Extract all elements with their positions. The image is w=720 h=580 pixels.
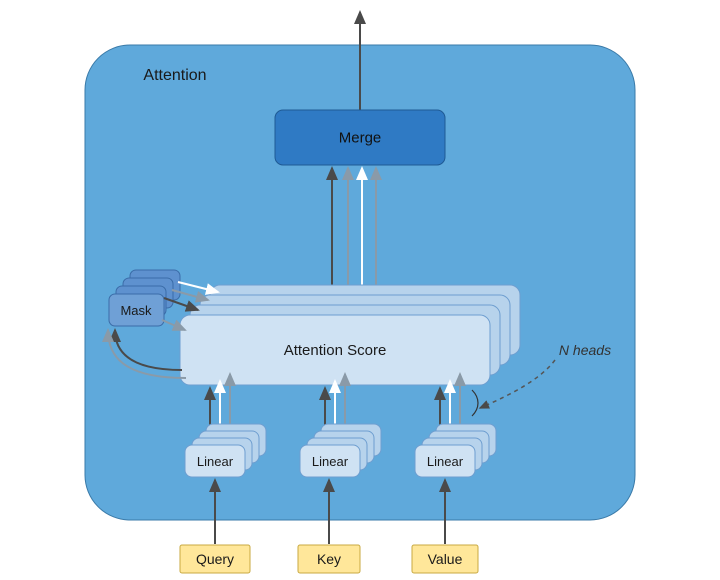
linear-label: Linear (197, 454, 234, 469)
attention-score-label: Attention Score (284, 342, 387, 359)
n-heads-label: N heads (559, 342, 611, 358)
linear-label: Linear (427, 454, 464, 469)
attention-diagram: Attention Merge Attention Score Mask Linear L… (0, 0, 720, 580)
merge-label: Merge (339, 130, 382, 147)
input-label: Value (428, 551, 463, 567)
attention-title: Attention (143, 67, 206, 84)
mask-label: Mask (120, 303, 152, 318)
input-label: Key (317, 551, 341, 567)
input-label: Query (196, 551, 234, 567)
linear-label: Linear (312, 454, 349, 469)
